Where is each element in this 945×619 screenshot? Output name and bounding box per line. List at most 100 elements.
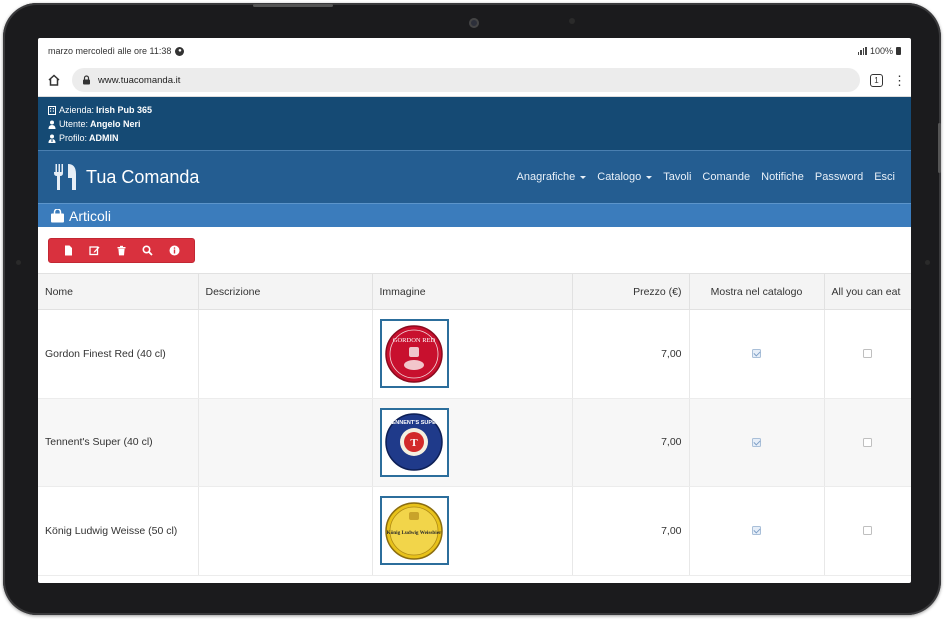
caret-down-icon	[646, 175, 653, 179]
cell-prezzo: 7,00	[572, 486, 690, 576]
battery-percent: 100%	[869, 46, 893, 56]
col-immagine[interactable]: Immagine	[372, 273, 573, 310]
svg-text:T: T	[410, 437, 418, 449]
col-all-you-can-eat[interactable]: All you can eat	[824, 273, 911, 310]
battery-icon	[896, 47, 901, 55]
screen: marzo mercoledì alle ore 11:38 ● 100% ww…	[38, 38, 911, 583]
table-row[interactable]: Gordon Finest Red (40 cl) GORDON RED	[38, 309, 911, 399]
cell-immagine: König Ludwig Weissbier	[372, 486, 573, 576]
search-button[interactable]	[135, 239, 162, 262]
cell-prezzo: 7,00	[572, 398, 690, 487]
table-header-row: Nome Descrizione Immagine Prezzo (€) Mos…	[38, 273, 911, 310]
nav-anagrafiche[interactable]: Anagrafiche	[517, 171, 587, 183]
power-button	[253, 4, 333, 7]
svg-text:TENNENT'S SUPER: TENNENT'S SUPER	[388, 420, 439, 426]
azienda-value: Irish Pub 365	[96, 105, 153, 115]
cell-ayce	[824, 486, 911, 576]
shopping-bag-icon	[50, 207, 65, 223]
azienda-label: Azienda:	[59, 105, 95, 115]
show-in-catalog-checkbox[interactable]	[752, 437, 761, 447]
address-bar[interactable]: www.tuacomanda.it	[72, 68, 860, 92]
section-header: Articoli	[38, 203, 911, 227]
cell-ayce	[824, 309, 911, 399]
trash-icon	[117, 245, 126, 256]
fork-knife-logo-icon	[52, 162, 78, 192]
profile-icon	[48, 134, 57, 143]
table-row[interactable]: Tennent's Super (40 cl) T TENNENT'S SUPE…	[38, 398, 911, 487]
show-in-catalog-checkbox[interactable]	[752, 526, 761, 536]
profilo-label: Profilo:	[59, 133, 88, 143]
cell-nome: Gordon Finest Red (40 cl)	[38, 309, 199, 399]
nav-tavoli[interactable]: Tavoli	[663, 171, 692, 183]
nav-esci[interactable]: Esci	[874, 171, 895, 183]
cell-descrizione	[198, 486, 373, 576]
col-descrizione[interactable]: Descrizione	[198, 273, 373, 310]
volume-button	[938, 123, 941, 173]
notification-icon: ●	[175, 46, 185, 56]
signal-icon	[857, 47, 867, 55]
bezel-dot-right	[925, 260, 930, 265]
cell-immagine: T TENNENT'S SUPER	[372, 398, 573, 487]
col-nome[interactable]: Nome	[38, 273, 199, 310]
tablet-frame: marzo mercoledì alle ore 11:38 ● 100% ww…	[3, 3, 941, 615]
nav-catalogo[interactable]: Catalogo	[597, 171, 653, 183]
section-title: Articoli	[69, 207, 112, 224]
articoli-table: Nome Descrizione Immagine Prezzo (€) Mos…	[38, 273, 911, 576]
new-button[interactable]	[55, 239, 82, 262]
cell-mostra	[689, 398, 825, 487]
search-icon	[142, 245, 153, 256]
cell-nome: Tennent's Super (40 cl)	[38, 398, 199, 487]
status-datetime: marzo mercoledì alle ore 11:38	[48, 46, 172, 56]
cell-descrizione	[198, 398, 373, 487]
konig-ludwig-logo: König Ludwig Weissbier	[385, 502, 443, 560]
home-icon[interactable]	[46, 72, 62, 88]
lock-icon	[82, 75, 92, 85]
utente-label: Utente:	[59, 119, 89, 129]
cell-prezzo: 7,00	[572, 309, 690, 399]
new-icon	[64, 245, 72, 256]
brand-name: Tua Comanda	[86, 166, 200, 187]
browser-bar: www.tuacomanda.it 1 ⋮	[38, 64, 911, 97]
info-icon	[169, 245, 180, 256]
nav-password[interactable]: Password	[814, 171, 864, 183]
cell-immagine: GORDON RED	[372, 309, 573, 399]
cell-descrizione	[198, 309, 373, 399]
front-camera	[469, 18, 479, 28]
delete-button[interactable]	[108, 239, 135, 262]
edit-icon	[89, 246, 100, 256]
building-icon	[48, 105, 57, 115]
product-image: König Ludwig Weissbier	[379, 496, 449, 566]
nav-comande[interactable]: Comande	[702, 171, 751, 183]
brand[interactable]: Tua Comanda	[52, 162, 199, 192]
status-bar: marzo mercoledì alle ore 11:38 ● 100%	[38, 38, 911, 64]
cell-mostra	[689, 486, 825, 576]
user-icon	[48, 120, 57, 129]
bezel-dot-left	[16, 260, 21, 265]
col-prezzo[interactable]: Prezzo (€)	[572, 273, 690, 310]
cell-mostra	[689, 309, 825, 399]
action-toolbar	[48, 238, 195, 263]
col-mostra-catalogo[interactable]: Mostra nel catalogo	[689, 273, 825, 310]
edit-button[interactable]	[82, 239, 109, 262]
all-you-can-eat-checkbox[interactable]	[863, 526, 872, 536]
tab-switcher-button[interactable]: 1	[870, 73, 883, 87]
cell-ayce	[824, 398, 911, 487]
product-image: GORDON RED	[379, 319, 449, 389]
light-sensor	[569, 18, 575, 24]
product-image: T TENNENT'S SUPER	[379, 407, 449, 477]
svg-text:GORDON RED: GORDON RED	[393, 337, 436, 344]
info-button[interactable]	[161, 239, 188, 262]
all-you-can-eat-checkbox[interactable]	[863, 349, 872, 359]
all-you-can-eat-checkbox[interactable]	[863, 437, 872, 447]
table-row[interactable]: König Ludwig Weisse (50 cl) König Ludwig…	[38, 486, 911, 576]
account-info: Azienda: Irish Pub 365 Utente: Angelo Ne…	[38, 97, 911, 150]
browser-menu-icon[interactable]: ⋮	[893, 72, 906, 88]
caret-down-icon	[580, 175, 587, 179]
nav-notifiche[interactable]: Notifiche	[761, 171, 804, 183]
gordon-red-logo: GORDON RED	[385, 325, 443, 383]
main-navbar: Tua Comanda Anagrafiche Catalogo Tavoli …	[38, 150, 911, 203]
url-text: www.tuacomanda.it	[98, 74, 181, 86]
cell-nome: König Ludwig Weisse (50 cl)	[38, 486, 199, 576]
show-in-catalog-checkbox[interactable]	[752, 349, 761, 359]
svg-text:König Ludwig Weissbier: König Ludwig Weissbier	[387, 530, 442, 536]
